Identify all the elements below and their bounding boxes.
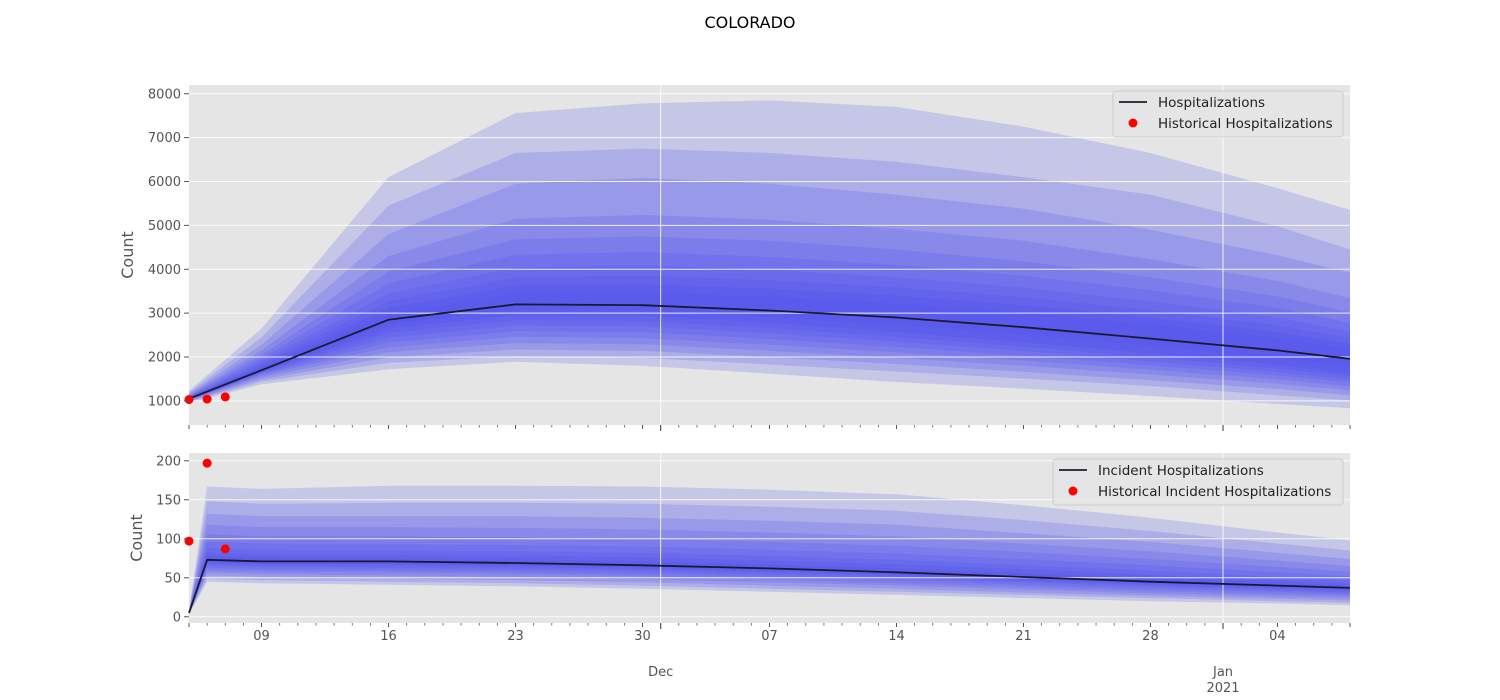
y-tick-label: 6000 (148, 175, 181, 190)
plot-area (189, 85, 1350, 425)
legend-point-swatch (1128, 118, 1138, 128)
figure-title: COLORADO (704, 13, 795, 32)
fan-band-3 (189, 178, 1350, 402)
legend-entry-line: Incident Hospitalizations (1098, 463, 1264, 479)
legend-box (1052, 458, 1344, 506)
legend-entry-points: Historical Hospitalizations (1158, 116, 1333, 132)
y-tick-label: 200 (156, 454, 181, 469)
y-tick-label: 4000 (148, 263, 181, 278)
x-tick-label: 21 (1015, 629, 1032, 644)
legend-box (1112, 90, 1344, 138)
incident-hospitalizations-panel: 0 50 100 150 200 Count Incident Hospitalizatio… (127, 453, 1351, 696)
y-tick-label: 5000 (148, 219, 181, 234)
y-axis-title: Count (127, 514, 146, 562)
legend-entry-points: Historical Incident Hospitalizations (1098, 484, 1331, 500)
fan-band-4 (189, 214, 1350, 401)
fan-band-5 (189, 236, 1350, 401)
y-tick-label: 8000 (148, 87, 181, 102)
y-tick-label: 150 (156, 493, 181, 508)
fan-band-2 (189, 501, 1350, 614)
fan-band-2 (189, 148, 1350, 402)
historical-point (202, 458, 212, 468)
historical-point (202, 394, 212, 404)
legend-point-swatch (1068, 486, 1078, 496)
historical-point (184, 536, 194, 546)
fan-band-7 (189, 265, 1350, 400)
y-tick-label: 1000 (148, 394, 181, 409)
y-tick-label: 50 (164, 571, 181, 586)
x-tick-label: 09 (253, 629, 270, 644)
y-axis-title: Count (118, 231, 137, 279)
x-tick-label: 14 (888, 629, 905, 644)
y-tick-label: 3000 (148, 307, 181, 322)
median-line (188, 558, 1351, 614)
fan-band-6 (189, 252, 1350, 400)
y-tick-label: 0 (173, 610, 181, 625)
y-tick-label: 2000 (148, 351, 181, 366)
x-major-tick-label: 2021 (1206, 681, 1239, 696)
y-tick-label: 100 (156, 532, 181, 547)
x-major-tick-label: Dec (648, 665, 673, 680)
fan-band-6 (189, 541, 1350, 614)
historical-point (220, 544, 230, 554)
fan-band-10 (189, 292, 1350, 399)
x-tick-label: 23 (507, 629, 524, 644)
hospitalizations-panel: 1000 2000 3000 4000 5000 6000 7000 8000 Count Hos… (118, 85, 1351, 431)
x-tick-label: 28 (1142, 629, 1159, 644)
historical-point (184, 395, 194, 405)
fan-band-8 (189, 275, 1350, 400)
x-tick-label: 16 (380, 629, 397, 644)
median-line (188, 303, 1351, 400)
y-tick-label: 7000 (148, 131, 181, 146)
fan-band-7 (189, 548, 1350, 614)
fan-band-1 (189, 485, 1350, 615)
fan-band-8 (189, 552, 1350, 613)
legend-entry-line: Hospitalizations (1158, 95, 1265, 111)
x-tick-label: 30 (634, 629, 651, 644)
x-tick-label: 04 (1269, 629, 1286, 644)
historical-point (220, 392, 230, 402)
x-major-tick-label: Jan (1212, 665, 1233, 680)
x-tick-label: 07 (761, 629, 778, 644)
fan-band-5 (189, 534, 1350, 614)
